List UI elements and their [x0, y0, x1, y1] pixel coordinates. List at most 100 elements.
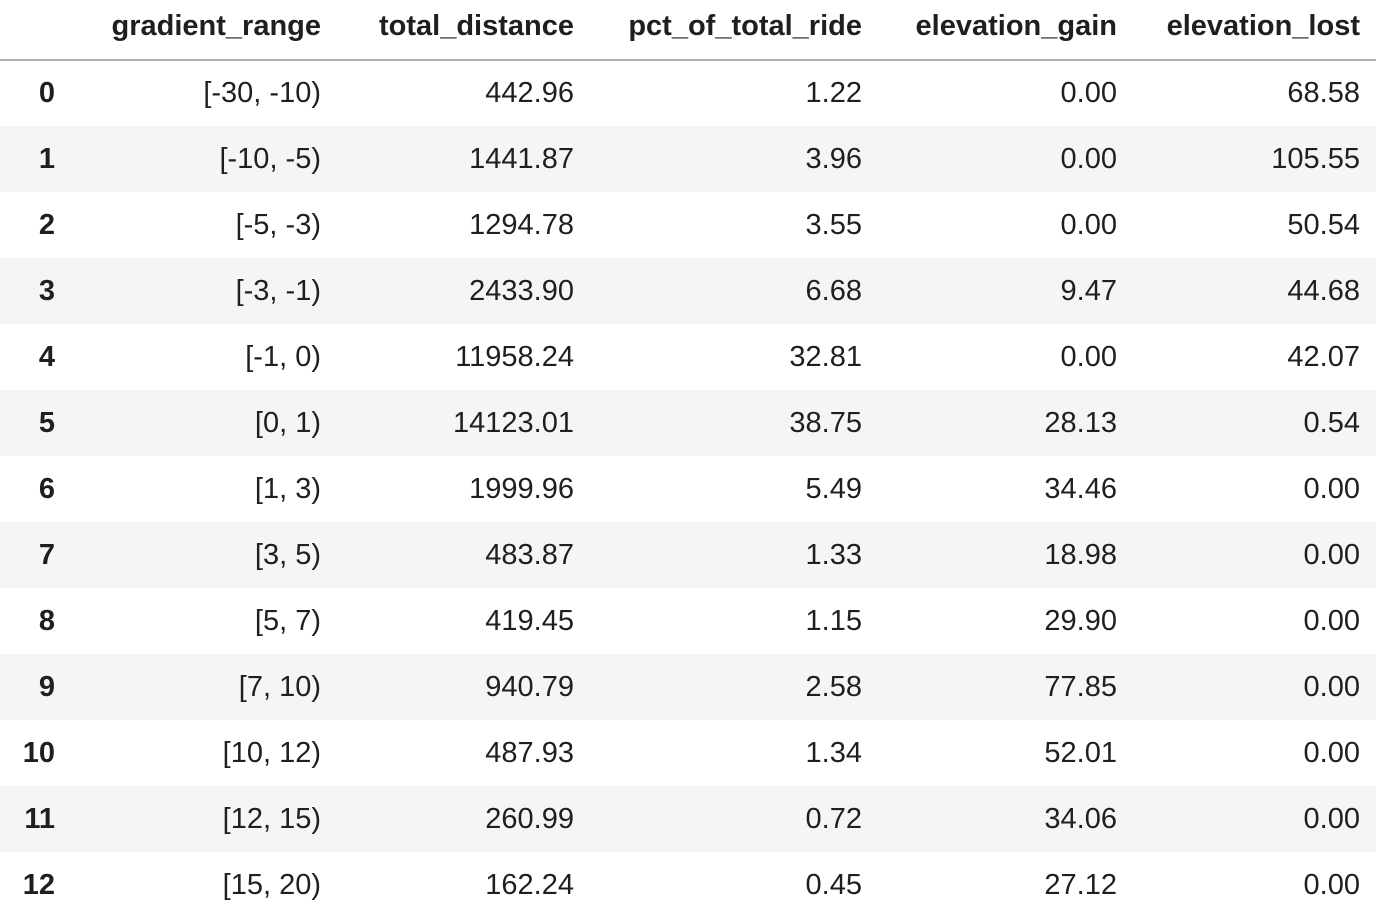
data-cell: 3.96: [805, 142, 862, 175]
table-row: 3 [-3, -1) 2433.90 6.68 9.47 44.68: [0, 258, 1376, 324]
data-cell: 260.99: [485, 802, 574, 835]
table-row: 9 [7, 10) 940.79 2.58 77.85 0.00: [0, 654, 1376, 720]
column-header-elevation-gain: elevation_gain: [878, 0, 1133, 61]
data-cell: 0.54: [1303, 406, 1360, 439]
data-cell: 1999.96: [469, 472, 574, 505]
table-row: 4 [-1, 0) 11958.24 32.81 0.00 42.07: [0, 324, 1376, 390]
data-cell: 0.00: [1060, 340, 1117, 373]
data-cell: 11958.24: [455, 340, 574, 373]
data-cell: 0.00: [1303, 868, 1360, 901]
data-cell: 32.81: [789, 340, 862, 373]
data-cell: 6.68: [805, 274, 862, 307]
data-cell: 38.75: [789, 406, 862, 439]
column-header-gradient-range: gradient_range: [71, 0, 337, 61]
row-index-cell: 12: [22, 868, 55, 901]
table-row: 7 [3, 5) 483.87 1.33 18.98 0.00: [0, 522, 1376, 588]
row-index-cell: 5: [38, 406, 55, 439]
data-cell: 44.68: [1287, 274, 1360, 307]
data-cell: [-3, -1): [235, 274, 321, 307]
table-row: 5 [0, 1) 14123.01 38.75 28.13 0.54: [0, 390, 1376, 456]
data-cell: 50.54: [1287, 208, 1360, 241]
data-cell: 27.12: [1044, 868, 1117, 901]
column-header-pct-of-total-ride: pct_of_total_ride: [590, 0, 878, 61]
data-cell: 52.01: [1044, 736, 1117, 769]
data-cell: 162.24: [485, 868, 574, 901]
data-cell: 0.45: [805, 868, 862, 901]
data-cell: 105.55: [1271, 142, 1360, 175]
row-index-cell: 9: [38, 670, 55, 703]
data-cell: 0.00: [1303, 802, 1360, 835]
data-cell: 1441.87: [469, 142, 574, 175]
data-cell: 1.34: [805, 736, 862, 769]
data-cell: 0.00: [1303, 670, 1360, 703]
data-cell: 0.00: [1303, 604, 1360, 637]
data-cell: 77.85: [1044, 670, 1117, 703]
row-index-cell: 7: [38, 538, 55, 571]
header-row: gradient_range total_distance pct_of_tot…: [0, 0, 1376, 61]
table-row: 11 [12, 15) 260.99 0.72 34.06 0.00: [0, 786, 1376, 852]
data-cell: 483.87: [485, 538, 574, 571]
data-cell: 0.00: [1303, 736, 1360, 769]
data-cell: 487.93: [485, 736, 574, 769]
column-header-total-distance: total_distance: [337, 0, 590, 61]
data-cell: [7, 10): [238, 670, 321, 703]
data-cell: 1.22: [805, 77, 862, 109]
data-cell: [12, 15): [222, 802, 321, 835]
data-cell: 0.00: [1060, 208, 1117, 241]
data-cell: [-30, -10): [203, 77, 321, 109]
data-cell: 28.13: [1044, 406, 1117, 439]
data-cell: 0.72: [805, 802, 862, 835]
table-body: 0 [-30, -10) 442.96 1.22 0.00 68.58 1 [-10, -5)…: [0, 60, 1376, 918]
row-index-cell: 8: [38, 604, 55, 637]
data-cell: [0, 1): [254, 406, 321, 439]
data-cell: [1, 3): [254, 472, 321, 505]
data-cell: 442.96: [485, 77, 574, 109]
data-cell: 419.45: [485, 604, 574, 637]
data-cell: [3, 5): [254, 538, 321, 571]
table-row: 12 [15, 20) 162.24 0.45 27.12 0.00: [0, 852, 1376, 918]
data-cell: 29.90: [1044, 604, 1117, 637]
row-index-cell: 10: [22, 736, 55, 769]
row-index-cell: 4: [38, 340, 55, 373]
table-row: 6 [1, 3) 1999.96 5.49 34.46 0.00: [0, 456, 1376, 522]
data-cell: [-10, -5): [219, 142, 321, 175]
row-index-cell: 2: [38, 208, 55, 241]
table-row: 2 [-5, -3) 1294.78 3.55 0.00 50.54: [0, 192, 1376, 258]
table-row: 0 [-30, -10) 442.96 1.22 0.00 68.58: [0, 60, 1376, 126]
data-cell: 34.06: [1044, 802, 1117, 835]
index-column-header: [0, 0, 71, 61]
data-cell: [15, 20): [222, 868, 321, 901]
data-cell: 1.33: [805, 538, 862, 571]
row-index-cell: 0: [38, 77, 55, 109]
data-cell: 14123.01: [453, 406, 574, 439]
row-index-cell: 6: [38, 472, 55, 505]
data-cell: 18.98: [1044, 538, 1117, 571]
data-cell: 0.00: [1060, 142, 1117, 175]
data-cell: 34.46: [1044, 472, 1117, 505]
data-cell: 68.58: [1287, 77, 1360, 109]
data-cell: 2433.90: [469, 274, 574, 307]
table-row: 10 [10, 12) 487.93 1.34 52.01 0.00: [0, 720, 1376, 786]
data-cell: [-1, 0): [245, 340, 321, 373]
data-cell: 0.00: [1303, 472, 1360, 505]
data-cell: 1294.78: [469, 208, 574, 241]
table-row: 1 [-10, -5) 1441.87 3.96 0.00 105.55: [0, 126, 1376, 192]
data-cell: 42.07: [1287, 340, 1360, 373]
data-cell: 0.00: [1303, 538, 1360, 571]
column-header-elevation-lost: elevation_lost: [1133, 0, 1376, 61]
table-header: gradient_range total_distance pct_of_tot…: [0, 0, 1376, 61]
data-cell: 3.55: [805, 208, 862, 241]
data-cell: 1.15: [805, 604, 862, 637]
data-cell: [-5, -3): [235, 208, 321, 241]
data-cell: 9.47: [1060, 274, 1117, 307]
row-index-cell: 3: [38, 274, 55, 307]
data-cell: 5.49: [805, 472, 862, 505]
table-row: 8 [5, 7) 419.45 1.15 29.90 0.00: [0, 588, 1376, 654]
row-index-cell: 11: [24, 802, 55, 835]
data-cell: 2.58: [805, 670, 862, 703]
data-cell: 940.79: [485, 670, 574, 703]
data-cell: 0.00: [1060, 77, 1117, 109]
data-cell: [10, 12): [222, 736, 321, 769]
